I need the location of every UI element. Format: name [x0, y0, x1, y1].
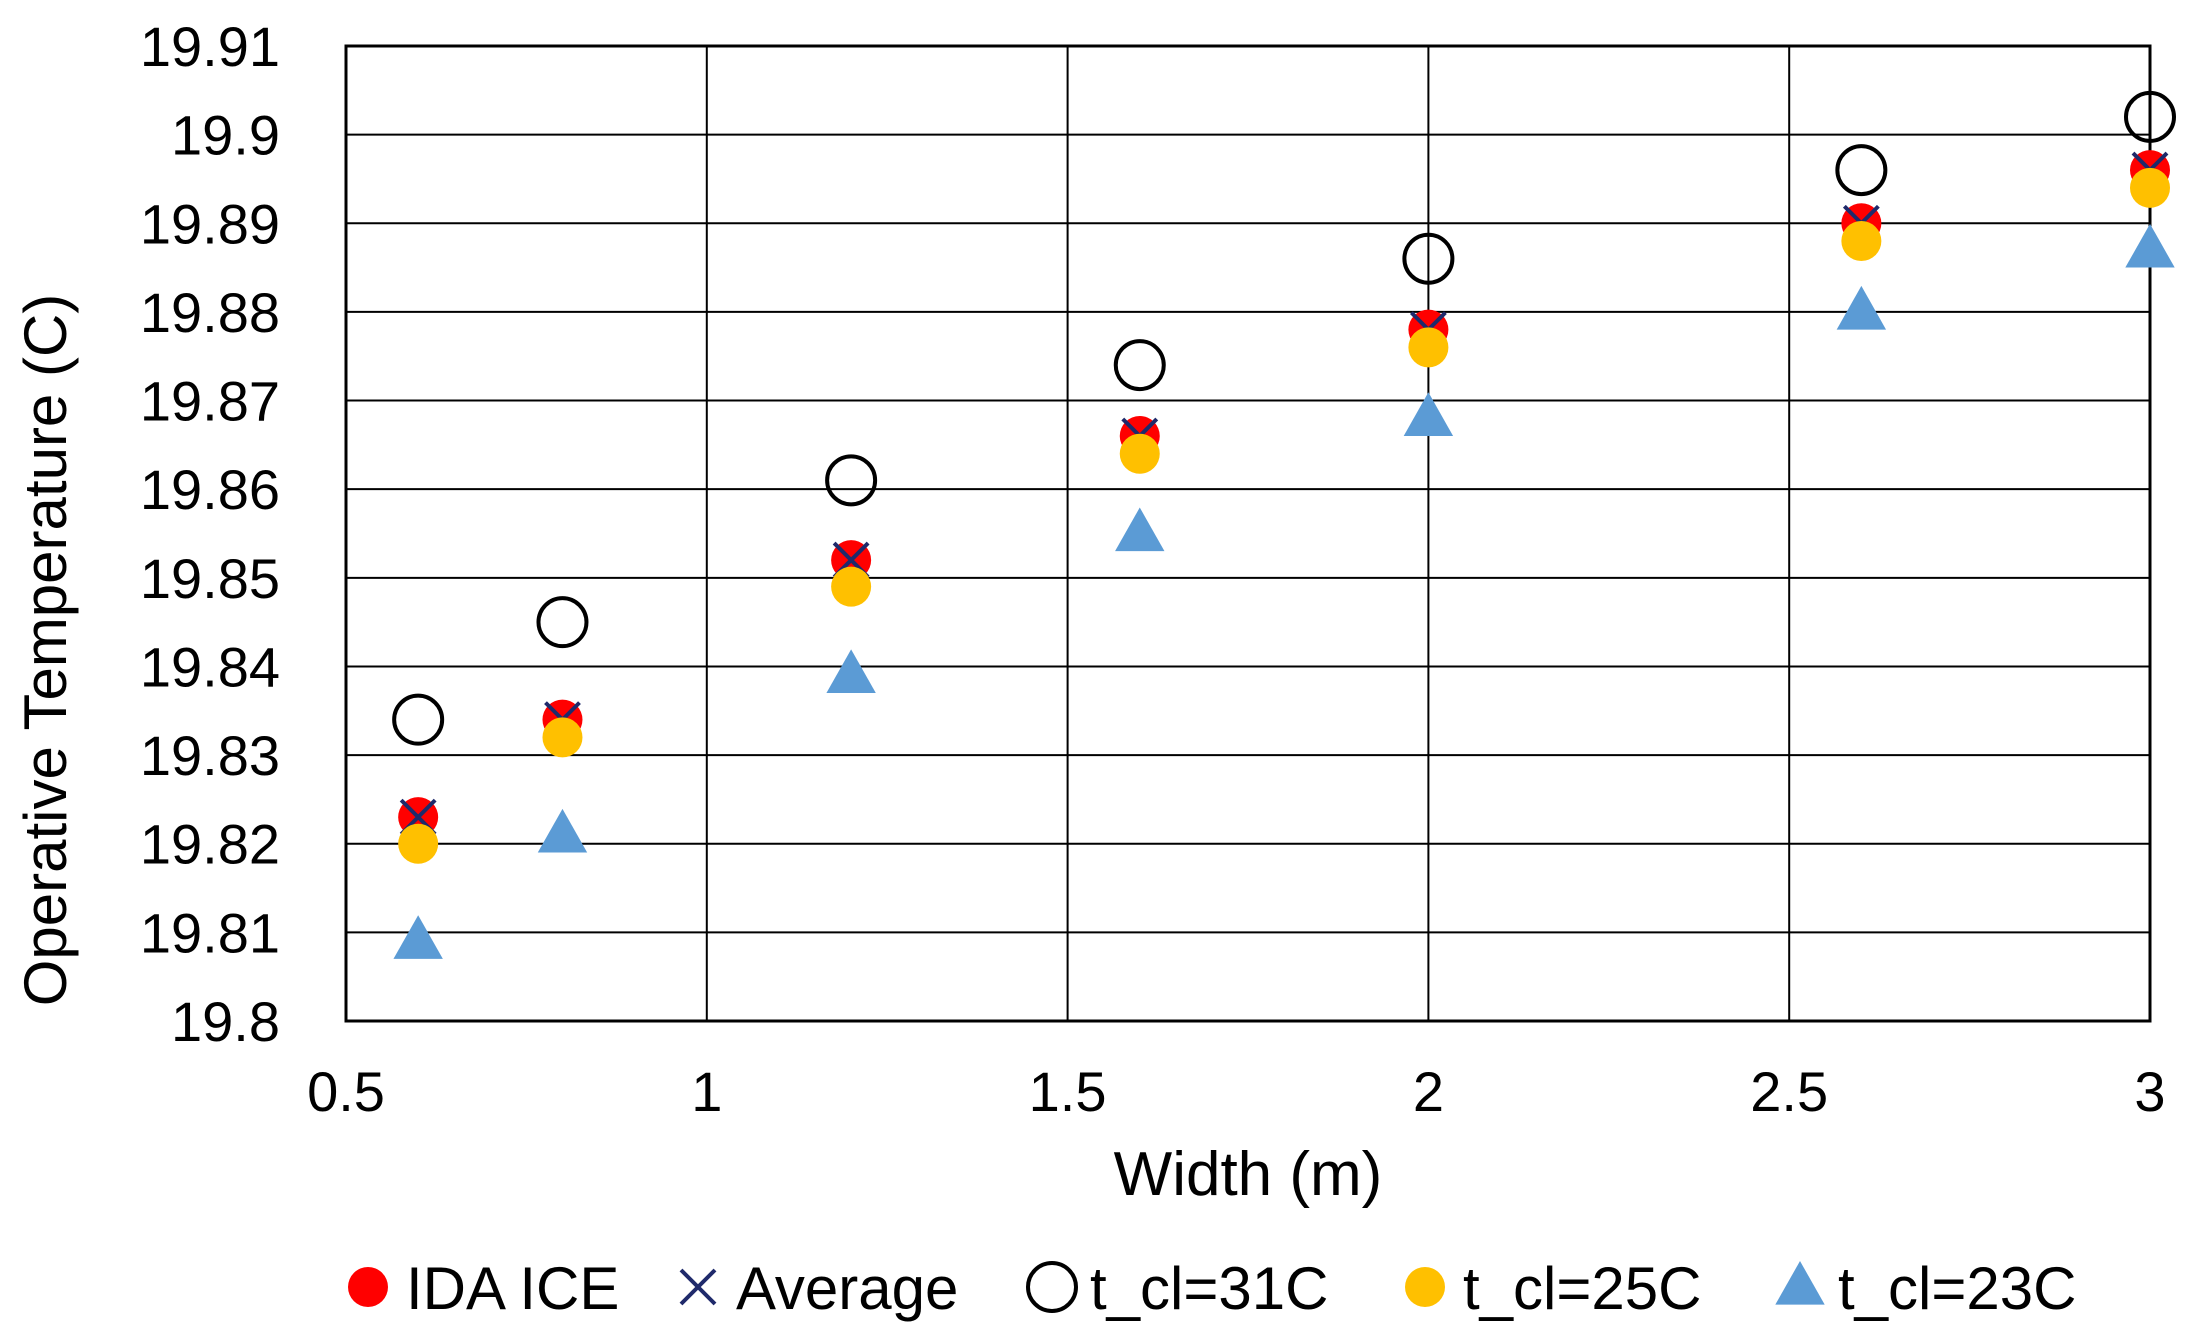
x-tick-label: 1	[691, 1060, 722, 1123]
y-axis-title: Operative Temperature (C)	[12, 294, 79, 1007]
point-t-cl-31c	[392, 693, 445, 746]
legend-marker-t-cl-25c	[1405, 1267, 1445, 1307]
x-tick-label: 0.5	[307, 1060, 385, 1123]
point-t-cl-25c	[1119, 433, 1160, 474]
x-axis-title: Width (m)	[1114, 1140, 1383, 1209]
point-t-cl-25c	[1841, 221, 1882, 261]
x-tick-label: 2	[1413, 1060, 1444, 1123]
y-tick-label: 19.9	[171, 104, 280, 167]
y-tick-label: 19.89	[140, 192, 280, 255]
point-t-cl-25c	[1408, 327, 1449, 368]
y-tick-label: 19.83	[140, 724, 280, 787]
legend-marker-t-cl-31c	[1026, 1261, 1078, 1313]
data-points	[392, 90, 2176, 959]
point-t-cl-23c	[826, 649, 876, 693]
point-t-cl-25c	[542, 717, 583, 758]
y-tick-label: 19.86	[140, 458, 280, 521]
point-t-cl-31c	[2124, 90, 2176, 143]
legend-label-t-cl-23c: t_cl=23C	[1838, 1255, 2076, 1322]
point-t-cl-23c	[537, 808, 588, 853]
x-tick-label: 3	[2134, 1060, 2165, 1123]
y-tick-label: 19.91	[140, 15, 280, 78]
y-tick-label: 19.82	[140, 813, 280, 876]
point-t-cl-31c	[1113, 339, 1166, 392]
point-t-cl-23c	[1836, 285, 1887, 330]
legend: IDA ICE Average t_cl=31C t_cl=25C t_cl=23C	[348, 1255, 2076, 1322]
point-t-cl-23c	[393, 915, 443, 959]
point-t-cl-25c	[398, 823, 439, 864]
x-tick-labels: 0.5 1 1.5 2 2.5 3	[307, 1060, 2166, 1123]
y-tick-label: 19.87	[140, 370, 280, 433]
y-tick-label: 19.8	[171, 990, 280, 1053]
legend-label-ida-ice: IDA ICE	[406, 1255, 619, 1322]
plot-area	[344, 44, 2152, 1023]
point-t-cl-25c	[2130, 167, 2170, 208]
y-tick-label: 19.88	[140, 281, 280, 344]
y-tick-label: 19.85	[140, 547, 280, 610]
point-t-cl-31c	[825, 454, 878, 507]
y-tick-labels: 19.8 19.81 19.82 19.83 19.84 19.85 19.86 19.87 1…	[140, 15, 280, 1053]
x-tick-label: 1.5	[1029, 1060, 1107, 1123]
point-t-cl-25c	[831, 566, 872, 607]
point-t-cl-31c	[536, 596, 589, 649]
point-t-cl-31c	[1402, 232, 1455, 285]
legend-marker-average	[679, 1268, 717, 1306]
x-tick-label: 2.5	[1750, 1060, 1828, 1123]
legend-label-t-cl-31c: t_cl=31C	[1090, 1255, 1328, 1322]
legend-marker-ida-ice	[348, 1267, 388, 1307]
legend-marker-t-cl-23c	[1775, 1261, 1825, 1305]
point-t-cl-23c	[1403, 392, 1454, 436]
point-t-cl-23c	[1115, 507, 1165, 552]
point-t-cl-23c	[2125, 223, 2175, 268]
y-tick-label: 19.84	[140, 635, 280, 698]
y-tick-label: 19.81	[140, 901, 280, 964]
legend-label-average: Average	[736, 1255, 958, 1322]
legend-label-t-cl-25c: t_cl=25C	[1463, 1255, 1701, 1322]
point-t-cl-31c	[1835, 144, 1888, 197]
